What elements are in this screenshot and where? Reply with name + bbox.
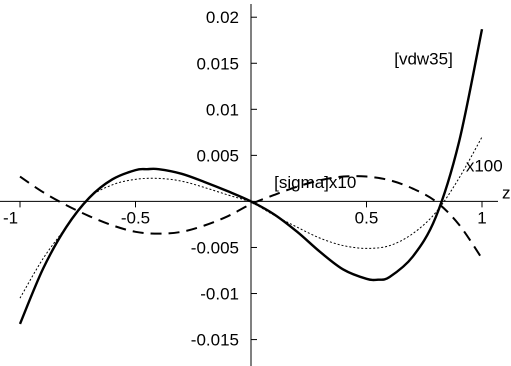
labels-layer: -1 -0.5 0.5 1 0.02 0.015 0.01 0.005 -0.005 -0.01 -… [3,8,511,349]
x-tick-label: 1 [477,208,486,227]
y-tick-label: 0.005 [196,146,239,165]
y-tick-label: -0.015 [191,331,239,350]
y-tick-label: 0.015 [196,54,239,73]
x-tick-label: -0.5 [121,208,150,227]
y-tick-label: -0.01 [200,285,239,304]
x-axis-label: z [502,183,511,202]
x-tick-label: 0.5 [355,208,379,227]
series-layer [18,28,484,325]
y-tick-label: -0.005 [191,238,239,257]
y-tick-label: 0.01 [206,100,239,119]
x-tick-label: -1 [3,208,18,227]
y-tick-label: 0.02 [206,8,239,27]
annotation-label: x100 [466,157,503,176]
annotation-label: [sigma]x10 [274,173,356,192]
annotation-label: [vdw35] [394,50,453,69]
